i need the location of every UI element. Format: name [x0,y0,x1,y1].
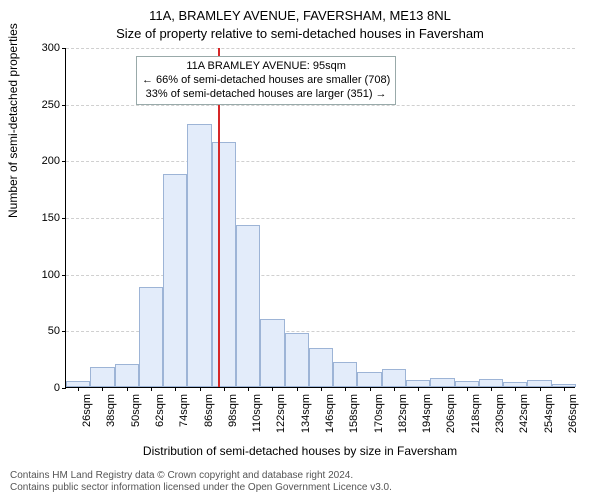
histogram-bar [357,372,381,387]
y-tick-label: 100 [30,269,60,281]
histogram-bar [90,367,114,387]
x-tick-label: 38sqm [105,394,117,427]
annotation-line-1: 11A BRAMLEY AVENUE: 95sqm [142,60,390,74]
x-tick-label: 194sqm [421,394,433,433]
histogram-bar [236,225,260,387]
x-tick-label: 242sqm [518,394,530,433]
x-tick-mark [102,387,103,391]
plot-area: 11A BRAMLEY AVENUE: 95sqm← 66% of semi-d… [65,48,575,388]
x-tick-mark [345,387,346,391]
gridline [66,161,575,162]
gridline [66,218,575,219]
chart-container: 11A, BRAMLEY AVENUE, FAVERSHAM, ME13 8NL… [0,0,600,500]
x-tick-mark [151,387,152,391]
histogram-bar [333,362,357,387]
x-tick-mark [321,387,322,391]
histogram-bar [260,319,284,387]
histogram-bar [163,174,187,387]
histogram-bar [187,124,211,387]
gridline [66,48,575,49]
x-tick-mark [394,387,395,391]
x-tick-mark [515,387,516,391]
x-tick-label: 266sqm [567,394,579,433]
y-tick-mark [62,161,66,162]
y-tick-label: 150 [30,212,60,224]
x-tick-label: 50sqm [130,394,142,427]
histogram-bar [285,333,309,387]
x-tick-label: 74sqm [178,394,190,427]
annotation-line-3: 33% of semi-detached houses are larger (… [142,88,390,102]
y-tick-mark [62,331,66,332]
x-tick-mark [200,387,201,391]
x-tick-mark [78,387,79,391]
x-tick-label: 206sqm [445,394,457,433]
x-tick-label: 182sqm [397,394,409,433]
chart-title-line-2: Size of property relative to semi-detach… [0,26,600,41]
x-tick-label: 62sqm [154,394,166,427]
chart-title-line-1: 11A, BRAMLEY AVENUE, FAVERSHAM, ME13 8NL [0,8,600,23]
x-tick-mark [272,387,273,391]
x-tick-label: 86sqm [203,394,215,427]
x-tick-mark [370,387,371,391]
x-tick-label: 158sqm [348,394,360,433]
x-tick-label: 122sqm [275,394,287,433]
footer-attribution: Contains HM Land Registry data © Crown c… [10,470,392,494]
x-tick-label: 110sqm [251,394,263,432]
histogram-bar [212,142,236,387]
x-tick-mark [467,387,468,391]
x-tick-mark [442,387,443,391]
histogram-bar [139,287,163,387]
x-tick-label: 254sqm [543,394,555,433]
x-tick-mark [297,387,298,391]
gridline [66,275,575,276]
histogram-bar [309,348,333,387]
x-tick-label: 146sqm [324,394,336,433]
x-tick-label: 134sqm [300,394,312,433]
x-tick-label: 218sqm [470,394,482,433]
histogram-bar [527,380,551,387]
x-tick-mark [491,387,492,391]
y-tick-mark [62,388,66,389]
histogram-bar [479,379,503,387]
annotation-box: 11A BRAMLEY AVENUE: 95sqm← 66% of semi-d… [136,56,396,105]
histogram-bar [430,378,454,387]
y-axis-label: Number of semi-detached properties [6,23,20,218]
histogram-bar [115,364,139,387]
annotation-line-2: ← 66% of semi-detached houses are smalle… [142,74,390,88]
x-tick-label: 26sqm [81,394,93,427]
footer-line-1: Contains HM Land Registry data © Crown c… [10,470,392,482]
x-tick-label: 230sqm [494,394,506,433]
x-tick-mark [248,387,249,391]
y-tick-label: 200 [30,155,60,167]
y-tick-label: 300 [30,42,60,54]
x-tick-mark [224,387,225,391]
x-tick-mark [540,387,541,391]
footer-line-2: Contains public sector information licen… [10,482,392,494]
y-tick-label: 0 [30,382,60,394]
y-tick-mark [62,48,66,49]
x-tick-mark [127,387,128,391]
x-axis-label: Distribution of semi-detached houses by … [0,444,600,458]
x-tick-label: 170sqm [373,394,385,433]
x-tick-mark [175,387,176,391]
y-tick-label: 50 [30,325,60,337]
histogram-bar [406,380,430,387]
y-tick-mark [62,105,66,106]
histogram-bar [382,369,406,387]
x-tick-mark [564,387,565,391]
y-tick-mark [62,218,66,219]
y-tick-mark [62,275,66,276]
x-tick-label: 98sqm [227,394,239,427]
x-tick-mark [418,387,419,391]
y-tick-label: 250 [30,99,60,111]
